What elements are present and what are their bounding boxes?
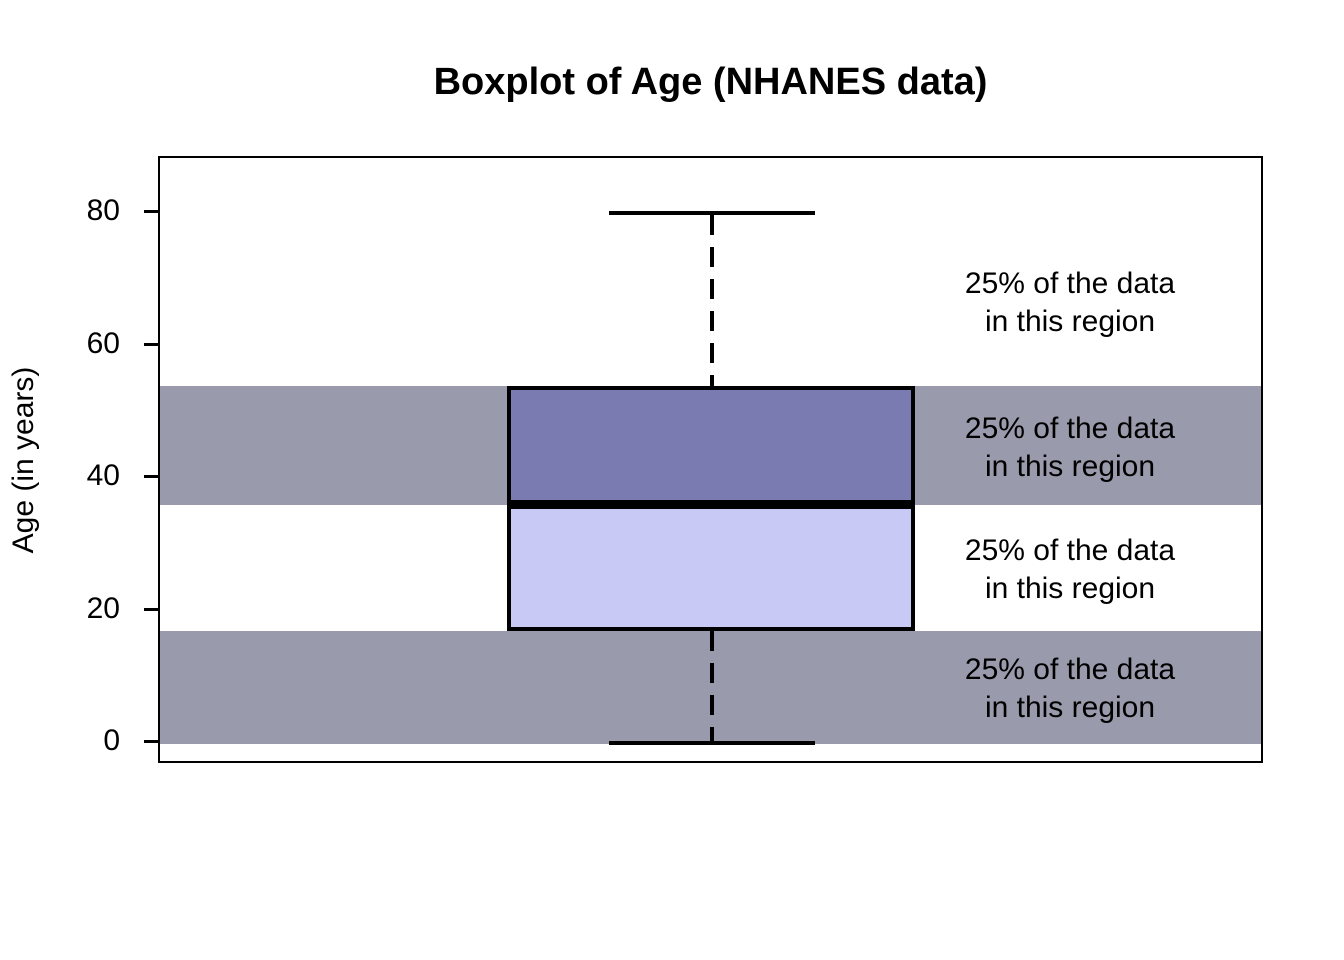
box-median-to-q3 <box>507 386 915 505</box>
box-q1-to-median <box>507 505 915 631</box>
annotation-region-median-to-q3: 25% of the data in this region <box>920 410 1220 486</box>
annotation-line-1: 25% of the data <box>964 267 1176 300</box>
y-tick-mark-20 <box>144 608 158 611</box>
lower-whisker-line <box>710 631 714 743</box>
annotation-line-1: 25% of the data <box>964 534 1176 567</box>
median-line <box>507 500 915 509</box>
chart-title: Boxplot of Age (NHANES data) <box>433 61 988 103</box>
annotation-region-q3-to-max: 25% of the data in this region <box>920 265 1220 341</box>
upper-whisker-cap <box>609 211 815 215</box>
y-tick-mark-0 <box>144 740 158 743</box>
annotation-line-2: in this region <box>984 305 1156 338</box>
y-tick-mark-60 <box>144 343 158 346</box>
plot-area: 25% of the data in this region 25% of th… <box>158 156 1263 763</box>
lower-whisker-cap <box>609 741 815 745</box>
upper-whisker-line <box>710 215 714 386</box>
annotation-line-2: in this region <box>984 450 1156 483</box>
annotation-line-2: in this region <box>984 572 1156 605</box>
y-tick-label-60: 60 <box>86 327 120 360</box>
annotation-region-min-to-q1: 25% of the data in this region <box>920 651 1220 727</box>
annotation-line-2: in this region <box>984 691 1156 724</box>
y-tick-label-40: 40 <box>86 459 120 492</box>
y-tick-label-80: 80 <box>86 194 120 227</box>
y-tick-mark-80 <box>144 210 158 213</box>
y-tick-mark-40 <box>144 475 158 478</box>
annotation-region-q1-to-median: 25% of the data in this region <box>920 532 1220 608</box>
y-tick-label-20: 20 <box>86 592 120 625</box>
y-tick-label-0: 0 <box>103 724 120 757</box>
annotation-line-1: 25% of the data <box>964 412 1176 445</box>
annotation-line-1: 25% of the data <box>964 653 1176 686</box>
